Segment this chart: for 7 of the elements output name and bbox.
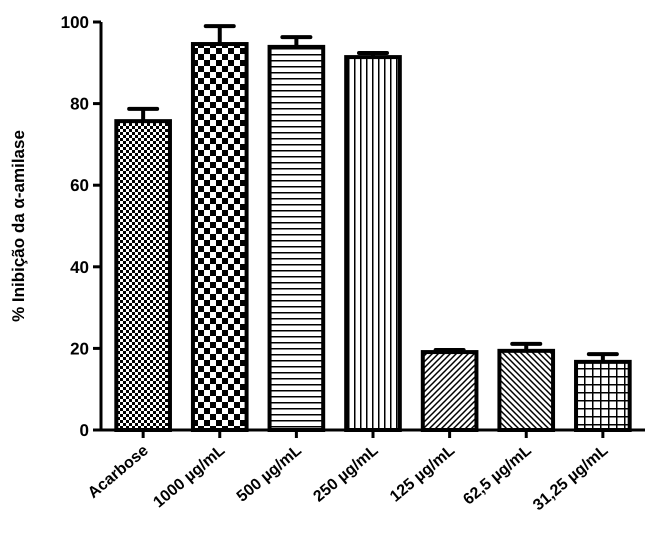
y-tick-label: 40	[70, 258, 89, 277]
y-tick-label: 0	[80, 420, 89, 440]
y-tick-label: 100	[60, 12, 89, 32]
y-tick-label: 20	[70, 339, 89, 358]
y-axis-title: % Inibição da α-amilase	[9, 130, 28, 322]
y-tick-label: 80	[70, 94, 89, 114]
y-tick-label: 60	[70, 176, 89, 196]
